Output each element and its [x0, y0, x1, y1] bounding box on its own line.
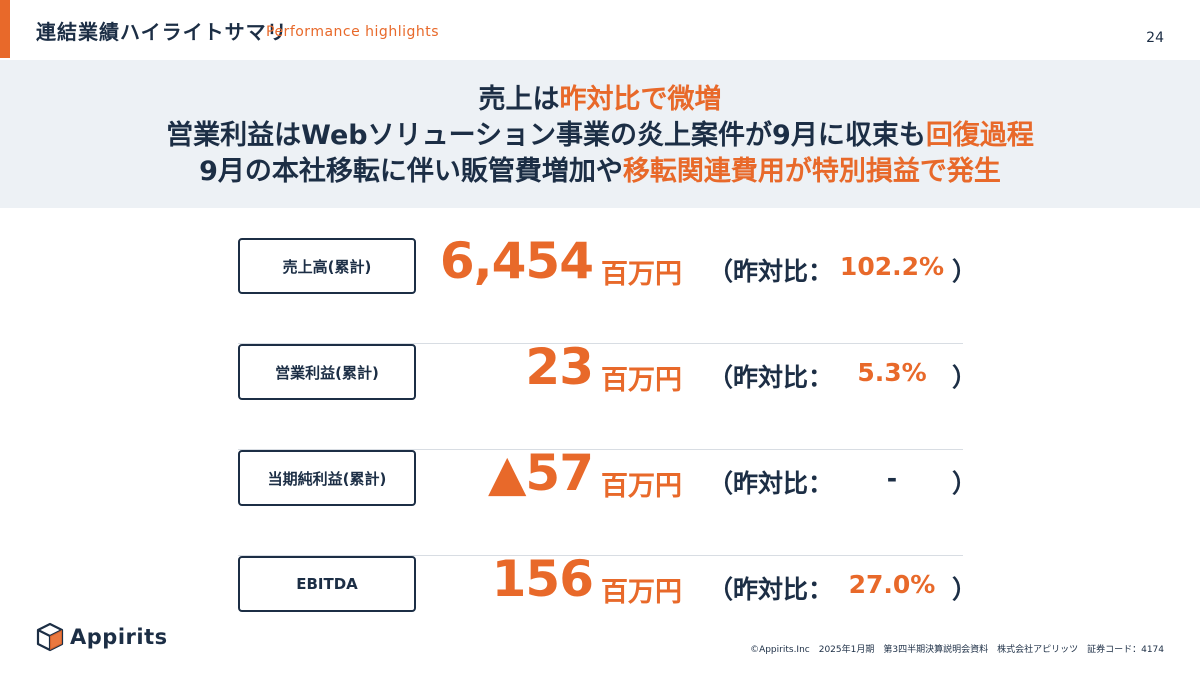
metric-row-net-income: 当期純利益(累計) ▲57 百万円 （昨対比： - ） — [238, 444, 977, 556]
metric-label-box: EBITDA — [238, 556, 416, 612]
yoy-close-paren: ） — [952, 363, 978, 392]
metric-unit: 百万円 — [601, 471, 682, 502]
summary-line-2: 営業利益はWebソリューション事業の炎上案件が9月に収束も回復過程 — [0, 118, 1200, 154]
yoy-close-paren: ） — [952, 257, 978, 286]
metric-row-operating-profit: 営業利益(累計) 23 百万円 （昨対比： 5.3% ） — [238, 338, 977, 450]
metric-row-revenue: 売上高(累計) 6,454 百万円 （昨対比： 102.2% ） — [238, 232, 977, 344]
yoy-label: （昨対比： — [708, 363, 834, 392]
logo-text: Appirits — [70, 625, 168, 649]
metric-value: 23 — [525, 338, 594, 396]
metric-row-ebitda: EBITDA 156 百万円 （昨対比： 27.0% ） — [238, 550, 977, 662]
summary-line-2-text: 営業利益はWebソリューション事業の炎上案件が9月に収束も — [166, 120, 926, 151]
metric-value: ▲57 — [487, 444, 594, 502]
summary-banner: 売上は昨対比で微増 営業利益はWebソリューション事業の炎上案件が9月に収束も回… — [0, 60, 1200, 208]
summary-line-1-text: 売上は — [478, 84, 560, 115]
yoy-value: 5.3% — [857, 358, 927, 387]
summary-line-1: 売上は昨対比で微増 — [0, 82, 1200, 118]
footer-copyright: ©Appirits.Inc 2025年1月期 第3四半期決算説明会資料 株式会社… — [750, 645, 1164, 655]
yoy-label: （昨対比： — [708, 257, 834, 286]
cube-logo-icon — [36, 622, 64, 652]
metric-value: 6,454 — [439, 232, 594, 290]
page-subtitle: Performance highlights — [266, 24, 440, 40]
summary-line-2-highlight: 回復過程 — [925, 120, 1034, 151]
metric-value: 156 — [491, 550, 594, 608]
yoy-value: 27.0% — [848, 570, 936, 599]
metric-label-box: 営業利益(累計) — [238, 344, 416, 400]
header-accent-bar — [0, 0, 10, 58]
yoy-close-paren: ） — [952, 469, 978, 498]
metric-unit: 百万円 — [601, 365, 682, 396]
page-title: 連結業績ハイライトサマリ — [36, 20, 288, 44]
page-number: 24 — [1146, 30, 1164, 46]
yoy-label: （昨対比： — [708, 575, 834, 604]
metric-label-box: 当期純利益(累計) — [238, 450, 416, 506]
metric-unit: 百万円 — [601, 259, 682, 290]
yoy-label: （昨対比： — [708, 469, 834, 498]
metric-unit: 百万円 — [601, 577, 682, 608]
yoy-close-paren: ） — [952, 575, 978, 604]
company-logo: Appirits — [36, 622, 168, 652]
yoy-value: 102.2% — [839, 252, 945, 281]
summary-line-3-highlight: 移転関連費用が特別損益で発生 — [622, 156, 1001, 187]
summary-line-1-highlight: 昨対比で微増 — [559, 84, 722, 115]
metric-label-box: 売上高(累計) — [238, 238, 416, 294]
yoy-value: - — [886, 464, 898, 493]
summary-line-3: 9月の本社移転に伴い販管費増加や移転関連費用が特別損益で発生 — [0, 154, 1200, 190]
summary-line-3-text: 9月の本社移転に伴い販管費増加や — [199, 156, 623, 187]
